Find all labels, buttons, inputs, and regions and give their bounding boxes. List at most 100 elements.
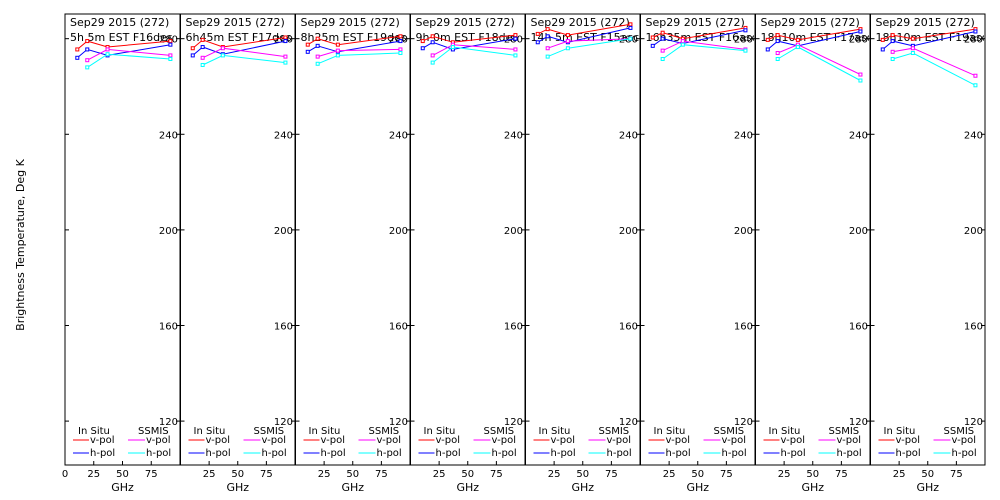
data-point-insitu-vpol: [75, 47, 80, 52]
y-tick-label: 280: [734, 35, 753, 46]
legend-insitu-header: In Situ: [884, 426, 916, 437]
y-tick-label: 240: [734, 130, 753, 141]
legend-ssmis-header: SSMIS: [599, 426, 630, 437]
x-tick-label: 25: [203, 469, 216, 480]
legend-insitu-header: In Situ: [309, 426, 341, 437]
x-tick-label: 25: [318, 469, 331, 480]
y-tick-label: 200: [504, 226, 523, 237]
data-point-ssmis-hpol: [335, 53, 340, 58]
data-point-insitu-hpol: [628, 25, 633, 30]
y-tick-label: 280: [849, 35, 868, 46]
data-point-insitu-vpol: [168, 39, 173, 44]
legend-insitu-vpol-label: v-pol: [896, 435, 921, 446]
series-line-insitu-hpol: [652, 29, 746, 47]
data-point-insitu-vpol: [775, 33, 780, 38]
legend-insitu-vpol-label: v-pol: [551, 435, 576, 446]
series-line-insitu-vpol: [537, 23, 631, 36]
legend-insitu-header: In Situ: [194, 426, 226, 437]
y-tick-label: 160: [389, 321, 408, 332]
legend-ssmis-hpol-label: h-pol: [262, 448, 287, 459]
series-line-insitu-vpol: [882, 28, 976, 41]
legend-ssmis-vpol-label: v-pol: [492, 435, 517, 446]
y-tick-label: 240: [504, 130, 523, 141]
legend-insitu-vpol-label: v-pol: [90, 435, 115, 446]
data-point-ssmis-hpol: [315, 61, 320, 66]
y-tick-label: 240: [274, 130, 293, 141]
data-point-ssmis-vpol: [335, 48, 340, 53]
data-point-insitu-hpol: [85, 47, 90, 52]
data-point-ssmis-vpol: [973, 73, 978, 78]
legend-insitu-header: In Situ: [424, 426, 456, 437]
data-point-ssmis-hpol: [660, 56, 665, 61]
data-point-insitu-hpol: [890, 39, 895, 44]
series-line-insitu-vpol: [652, 27, 746, 40]
y-tick-label: 120: [504, 417, 523, 428]
legend-ssmis-vpol-label: v-pol: [952, 435, 977, 446]
legend-insitu-vpol-label: v-pol: [321, 435, 346, 446]
data-point-ssmis-hpol: [973, 83, 978, 88]
legend-insitu-hpol-label: h-pol: [436, 448, 461, 459]
panel-time: 18h10m EST F17asc: [761, 31, 873, 44]
y-tick-label: 240: [389, 130, 408, 141]
y-tick-label: 160: [504, 321, 523, 332]
legend-ssmis-vpol-label: v-pol: [722, 435, 747, 446]
series-line-insitu-vpol: [192, 37, 286, 49]
data-point-insitu-vpol: [315, 36, 320, 41]
panel-time: 14h 5m EST F15asc: [531, 31, 640, 44]
legend-insitu-hpol-label: h-pol: [321, 448, 346, 459]
legend-insitu-hpol-label: h-pol: [781, 448, 806, 459]
legend-ssmis-vpol-label: v-pol: [146, 435, 171, 446]
legend-ssmis-header: SSMIS: [944, 426, 975, 437]
data-point-insitu-hpol: [315, 43, 320, 48]
data-point-insitu-vpol: [565, 33, 570, 38]
x-tick-label: 75: [720, 469, 733, 480]
series-line-insitu-hpol: [422, 38, 516, 50]
y-tick-label: 160: [849, 321, 868, 332]
data-point-ssmis-hpol: [628, 36, 633, 41]
data-point-ssmis-vpol: [858, 72, 863, 77]
y-tick-label: 160: [159, 321, 178, 332]
legend-ssmis-header: SSMIS: [714, 426, 745, 437]
data-point-ssmis-vpol: [910, 46, 915, 51]
y-tick-label: 240: [849, 130, 868, 141]
data-point-ssmis-hpol: [858, 78, 863, 83]
legend-insitu-header: In Situ: [654, 426, 686, 437]
data-point-insitu-hpol: [650, 43, 655, 48]
x-axis-label: GHz: [801, 481, 824, 494]
x-tick-label: 75: [490, 469, 503, 480]
legend-ssmis-hpol-label: h-pol: [722, 448, 747, 459]
data-point-ssmis-hpol: [565, 46, 570, 51]
y-tick-label: 160: [619, 321, 638, 332]
data-point-ssmis-vpol: [660, 48, 665, 53]
panel-2: Sep29 2015 (272)6h45m EST F17des12016020…: [180, 13, 296, 494]
legend-insitu-header: In Situ: [539, 426, 571, 437]
data-point-insitu-hpol: [513, 36, 518, 41]
data-point-ssmis-hpol: [398, 51, 403, 56]
data-point-ssmis-vpol: [105, 47, 110, 52]
panels-group: Sep29 2015 (272) 5h 5m EST F16des 120 160 20…: [62, 13, 986, 494]
panel-date: Sep29 2015 (272): [301, 16, 400, 29]
data-point-insitu-vpol: [628, 22, 633, 27]
data-point-insitu-hpol: [168, 42, 173, 47]
y-tick-label: 200: [619, 226, 638, 237]
panel-text-group: Sep29 2015 (272) 18h10m EST F19asc 120 160 2…: [876, 16, 985, 459]
data-point-ssmis-vpol: [775, 51, 780, 56]
legend-ssmis-vpol-label: v-pol: [377, 435, 402, 446]
x-tick-label: 25: [778, 469, 791, 480]
data-point-ssmis-vpol: [85, 58, 90, 63]
data-point-insitu-vpol: [650, 35, 655, 40]
data-point-insitu-hpol: [743, 28, 748, 33]
y-tick-label: 200: [389, 226, 408, 237]
data-point-ssmis-hpol: [890, 56, 895, 61]
panel-text-group: Sep29 2015 (272) 18h10m EST F17asc 120 160 2…: [761, 16, 873, 459]
data-point-insitu-vpol: [660, 30, 665, 35]
data-point-insitu-hpol: [420, 46, 425, 51]
data-point-ssmis-vpol: [545, 46, 550, 51]
data-point-insitu-vpol: [200, 37, 205, 42]
x-tick-label: 75: [950, 469, 963, 480]
data-point-ssmis-vpol: [680, 39, 685, 44]
series-line-insitu-hpol: [307, 40, 401, 53]
data-point-ssmis-vpol: [513, 47, 518, 52]
data-point-insitu-vpol: [880, 37, 885, 42]
